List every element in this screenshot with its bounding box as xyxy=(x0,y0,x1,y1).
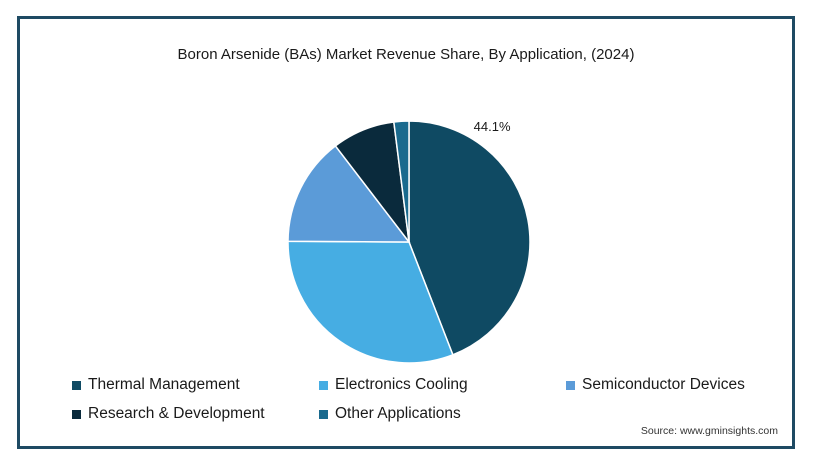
legend-label: Other Applications xyxy=(335,405,461,422)
legend-label: Thermal Management xyxy=(88,376,240,393)
legend-swatch xyxy=(566,380,575,390)
chart-frame: Boron Arsenide (BAs) Market Revenue Shar… xyxy=(17,16,795,449)
source-note: Source: www.gminsights.com xyxy=(640,425,778,437)
chart-title: Boron Arsenide (BAs) Market Revenue Shar… xyxy=(177,46,635,63)
legend-swatch xyxy=(319,380,328,390)
pie-chart: 44.1% xyxy=(287,119,531,364)
legend-item-semiconductor-devices: Semiconductor Devices xyxy=(566,376,745,394)
legend-swatch xyxy=(72,409,81,419)
legend-item-other-applications: Other Applications xyxy=(319,405,461,423)
legend-swatch xyxy=(319,409,328,419)
pie-slice-thermal-management xyxy=(408,120,531,356)
pie-slice-other-applications xyxy=(392,120,410,243)
legend-label: Research & Development xyxy=(88,405,265,422)
legend-item-electronics-cooling: Electronics Cooling xyxy=(319,376,468,394)
pie-slice-semiconductor-devices xyxy=(287,144,411,243)
legend-label: Electronics Cooling xyxy=(335,376,468,393)
legend-item-research-development: Research & Development xyxy=(72,405,265,423)
legend-label: Semiconductor Devices xyxy=(582,376,745,393)
pie-slice-electronics-cooling xyxy=(287,240,454,364)
data-label: 44.1% xyxy=(474,119,511,134)
legend-swatch xyxy=(72,380,81,390)
legend-item-thermal-management: Thermal Management xyxy=(72,376,240,394)
